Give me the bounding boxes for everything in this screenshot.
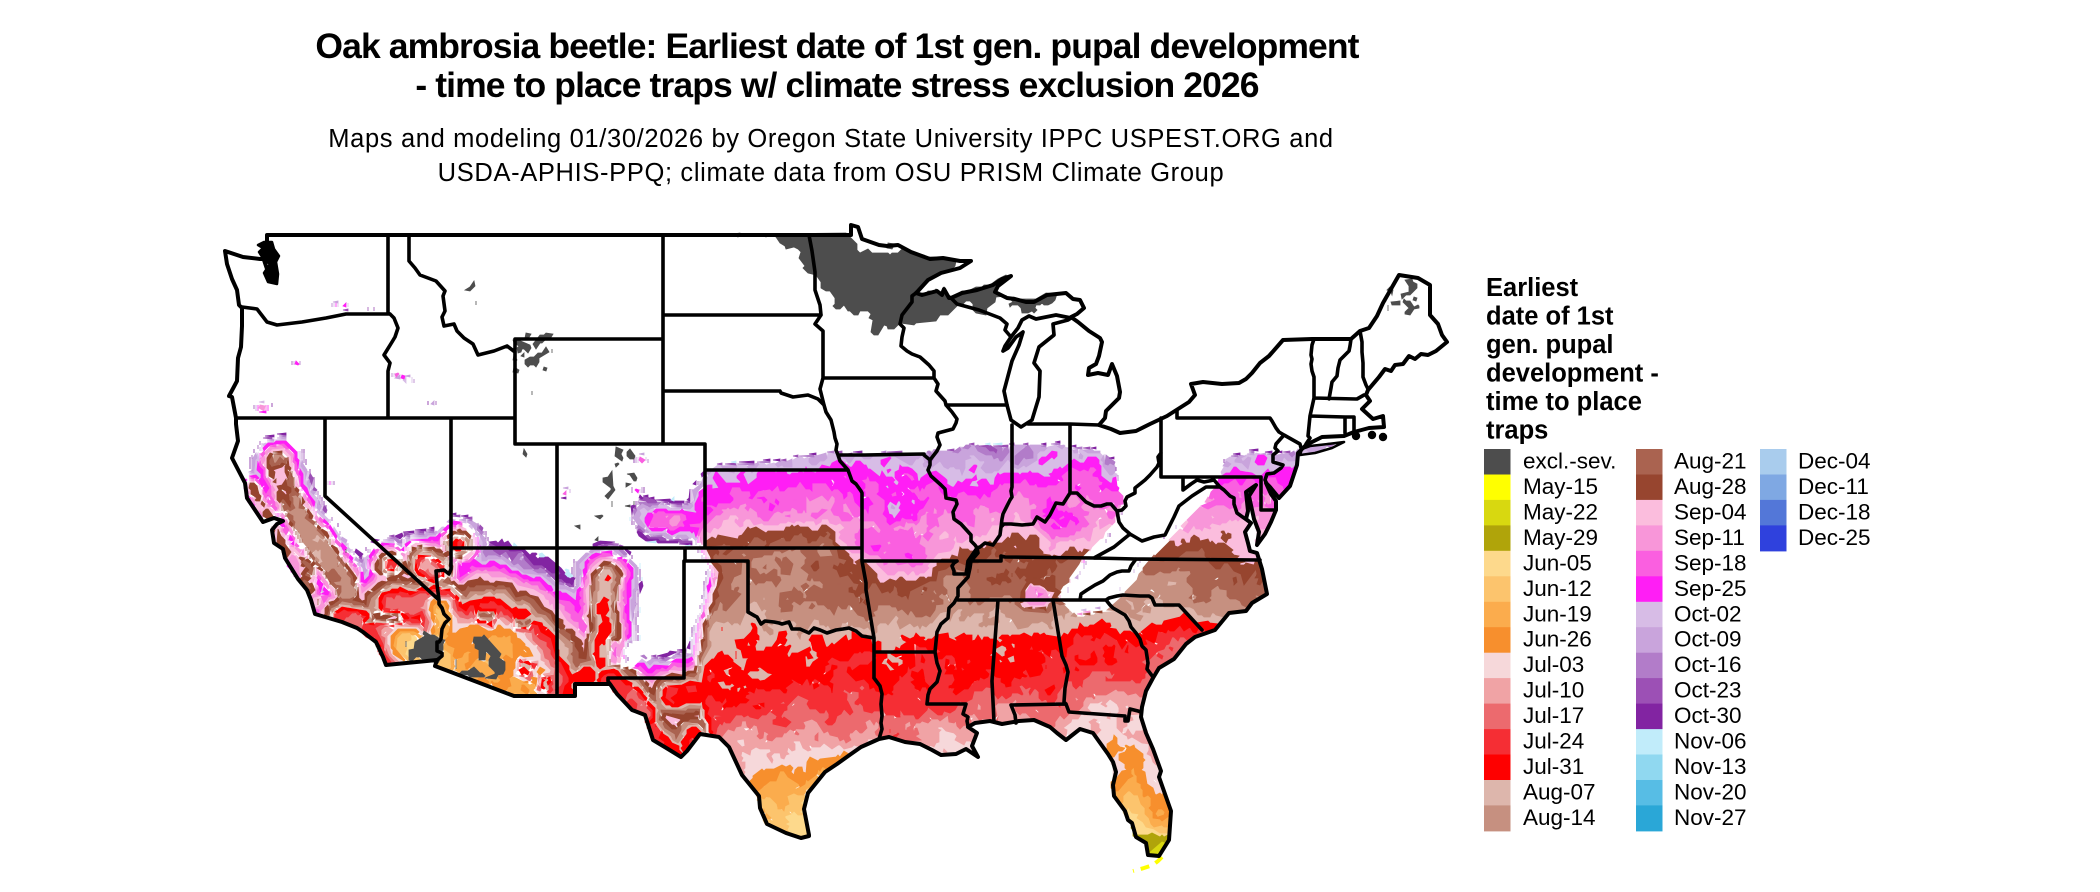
svg-text:Jul-24: Jul-24 (1523, 729, 1584, 754)
svg-text:Jun-12: Jun-12 (1523, 576, 1592, 601)
svg-text:Dec-11: Dec-11 (1798, 474, 1869, 499)
svg-text:time to place: time to place (1486, 388, 1642, 416)
svg-text:Sep-25: Sep-25 (1674, 576, 1747, 601)
svg-text:May-29: May-29 (1523, 525, 1598, 550)
svg-text:USDA-APHIS-PPQ; climate data f: USDA-APHIS-PPQ; climate data from OSU PR… (438, 159, 1225, 187)
svg-text:Dec-18: Dec-18 (1798, 499, 1871, 524)
svg-text:Jun-19: Jun-19 (1523, 601, 1592, 626)
svg-text:Aug-21: Aug-21 (1674, 449, 1747, 474)
svg-text:Oct-09: Oct-09 (1674, 627, 1742, 652)
svg-text:traps: traps (1486, 417, 1548, 445)
svg-text:Sep-04: Sep-04 (1674, 499, 1747, 524)
svg-text:- time to place traps w/ clima: - time to place traps w/ climate stress … (415, 65, 1258, 105)
svg-text:Jul-10: Jul-10 (1523, 678, 1584, 703)
svg-text:Jul-17: Jul-17 (1523, 703, 1584, 728)
svg-text:Nov-06: Nov-06 (1674, 729, 1747, 754)
svg-text:Nov-20: Nov-20 (1674, 780, 1747, 805)
svg-text:Jul-03: Jul-03 (1523, 652, 1584, 677)
svg-text:Earliest: Earliest (1486, 274, 1579, 302)
svg-text:Maps and modeling 01/30/2026 b: Maps and modeling 01/30/2026 by Oregon S… (328, 125, 1334, 153)
svg-text:Oct-23: Oct-23 (1674, 678, 1742, 703)
svg-text:Aug-07: Aug-07 (1523, 780, 1596, 805)
svg-text:Nov-13: Nov-13 (1674, 754, 1747, 779)
svg-text:Dec-04: Dec-04 (1798, 449, 1871, 474)
svg-text:Oak ambrosia beetle: Earliest: Oak ambrosia beetle: Earliest date of 1s… (315, 26, 1359, 66)
svg-text:gen. pupal: gen. pupal (1486, 331, 1614, 359)
svg-text:May-15: May-15 (1523, 474, 1598, 499)
svg-text:Aug-14: Aug-14 (1523, 805, 1596, 830)
svg-text:Oct-16: Oct-16 (1674, 652, 1742, 677)
svg-text:Jul-31: Jul-31 (1523, 754, 1584, 779)
svg-text:Jun-26: Jun-26 (1523, 627, 1592, 652)
svg-text:date of 1st: date of 1st (1486, 303, 1614, 331)
svg-text:Sep-11: Sep-11 (1674, 525, 1745, 550)
svg-text:Dec-25: Dec-25 (1798, 525, 1871, 550)
svg-text:Aug-28: Aug-28 (1674, 474, 1747, 499)
svg-text:Jun-05: Jun-05 (1523, 550, 1592, 575)
svg-text:Oct-02: Oct-02 (1674, 601, 1742, 626)
svg-text:excl.-sev.: excl.-sev. (1523, 449, 1616, 474)
svg-text:Sep-18: Sep-18 (1674, 550, 1747, 575)
svg-text:May-22: May-22 (1523, 499, 1598, 524)
svg-text:Oct-30: Oct-30 (1674, 703, 1742, 728)
svg-text:development -: development - (1486, 360, 1659, 388)
svg-text:Nov-27: Nov-27 (1674, 805, 1747, 830)
